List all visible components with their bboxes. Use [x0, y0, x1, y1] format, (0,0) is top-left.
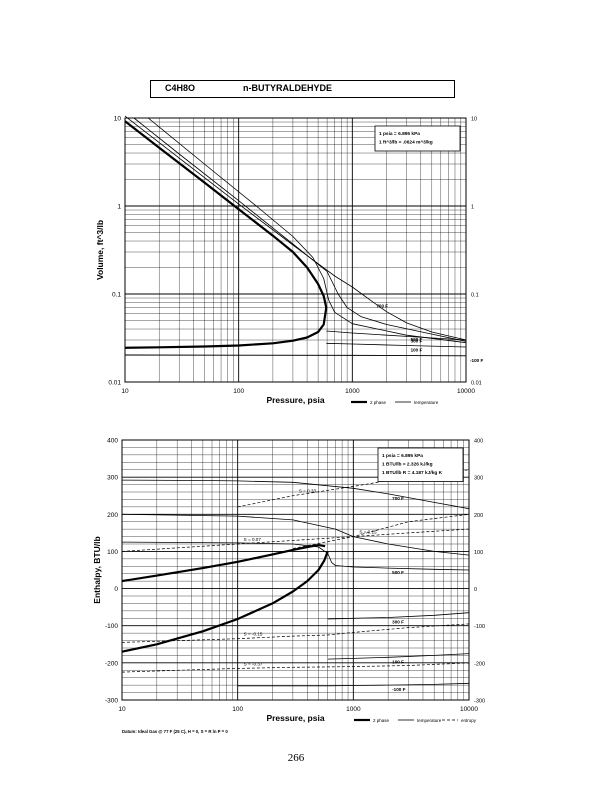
y-tick-label: 1: [117, 204, 121, 211]
y-tick-label-right: 100: [474, 550, 483, 556]
x-tick-label: 10: [121, 388, 129, 395]
info-box-line: 1 ft^3/lb = .0624 m^3/kg: [379, 140, 433, 146]
entropy-label: S = 0.15: [359, 530, 377, 535]
y-tick-label-right: 200: [474, 513, 483, 519]
temperature-label: 500 F: [392, 570, 404, 575]
y-tick-label-right: 0: [474, 587, 477, 593]
x-tick-label: 100: [233, 388, 244, 395]
datum-footnote: Datum: Ideal Gas @ 77 F (25 C), H = 0, S…: [122, 729, 228, 734]
temperature-curve: [326, 330, 467, 341]
temperature-curve: [121, 479, 470, 510]
entropy-curve: [292, 513, 470, 549]
y-tick-label: 200: [107, 512, 118, 519]
plot-frame: [124, 117, 467, 383]
temperature-curve: [121, 541, 470, 571]
temperature-label: -100 F: [470, 358, 483, 363]
y-tick-label: 0.01: [108, 380, 121, 387]
y-tick-label-right: -300: [474, 699, 485, 705]
2phase-curve: [124, 307, 328, 349]
y-axis-label: Enthalpy, BTU/lb: [92, 536, 102, 603]
info-box-line: 1 psia = 6.895 kPa: [379, 131, 420, 137]
temperature-curve: [327, 653, 470, 660]
entropy-curve: [121, 623, 470, 643]
temperature-label: 700 F: [376, 304, 388, 309]
y-tick-label: 300: [107, 475, 118, 482]
info-box-frame: [374, 125, 461, 152]
temperature-curve: [121, 513, 470, 556]
entropy-label: S = 0.07: [244, 537, 262, 542]
legend-label: 2 phase: [373, 718, 390, 723]
x-tick-label: 10: [118, 706, 126, 713]
temperature-label: 100 F: [392, 659, 404, 664]
legend: 2 phase temperature entropy: [354, 718, 477, 723]
y-axis-label: Volume, ft^3/lb: [95, 220, 105, 280]
temperature-curve: [133, 117, 467, 342]
x-tick-label: 10000: [457, 388, 475, 395]
y-tick-label: 100: [107, 549, 118, 556]
compound-name: n-BUTYRALDEHYDE: [243, 83, 332, 93]
info-box-line: 1 BTU/lb = 2.326 kJ/kg: [382, 462, 433, 468]
info-box-frame: [377, 447, 464, 482]
temperature-curve: [147, 117, 467, 344]
legend-label: 2 phase: [370, 400, 387, 405]
y-tick-label: -200: [105, 660, 118, 667]
y-tick-label: 0.1: [112, 292, 121, 299]
temperature-label: 300 F: [392, 620, 404, 625]
y-tick-label: -300: [105, 698, 118, 705]
legend-label: temperature: [414, 400, 439, 405]
x-tick-label: 10000: [460, 706, 478, 713]
y-tick-label: 0: [114, 586, 118, 593]
y-tick-label-right: 0.01: [471, 381, 482, 387]
compound-formula: C4H8O: [165, 83, 196, 93]
y-tick-label-right: -100: [474, 624, 485, 630]
2phase-curve: [121, 551, 329, 653]
x-tick-label: 100: [232, 706, 243, 713]
entropy-label: S = 0.33: [299, 489, 317, 494]
y-tick-label-right: 1: [471, 205, 474, 211]
info-box-line: 1 psia = 6.895 kPa: [382, 453, 423, 459]
y-tick-label-right: 300: [474, 476, 483, 482]
temperature-curve: [124, 354, 467, 357]
y-tick-label: -100: [105, 623, 118, 630]
entropy-curve: [121, 662, 470, 673]
x-tick-label: 1000: [346, 706, 361, 713]
2phase-curve: [124, 120, 328, 308]
x-axis-label: Pressure, psia: [266, 713, 324, 723]
legend: 2 phase temperature: [351, 400, 439, 405]
x-tick-label: 1000: [345, 388, 360, 395]
chart-1: 10 100 1000 100000.010.11100.010.1110Pressu…: [95, 116, 483, 406]
temperature-label: -100 F: [392, 687, 405, 692]
temperature-curve: [237, 682, 470, 687]
chart-2: 10 100 1000 10000-300-200-1000100200300400-…: [92, 438, 485, 735]
y-tick-label-right: 10: [471, 117, 477, 123]
x-axis-label: Pressure, psia: [266, 395, 324, 405]
temperature-label: 700 F: [392, 496, 404, 501]
compound-title-box: C4H8O n-BUTYRALDEHYDE: [150, 80, 455, 98]
temperature-label: 300 F: [411, 338, 423, 343]
page-number: 266: [287, 752, 305, 764]
info-box: 1 psia = 6.895 kPa 1 ft^3/lb = .0624 m^3/…: [374, 125, 461, 152]
legend-label: temperature: [417, 718, 442, 723]
temperature-curve: [326, 342, 467, 348]
temperature-label: 100 F: [411, 347, 423, 352]
temperature-curve: [327, 612, 470, 620]
temperature-curve: [124, 115, 467, 341]
y-tick-label-right: -200: [474, 661, 485, 667]
info-box: 1 psia = 6.895 kPa 1 BTU/lb = 2.326 kJ/kg…: [377, 447, 464, 482]
y-tick-label-right: 0.1: [471, 293, 479, 299]
info-box-line: 1 BTU/lb R = 4.187 kJ/kg K: [382, 470, 443, 476]
entropy-curve: [121, 528, 470, 552]
legend-label: entropy: [461, 718, 477, 723]
y-tick-label-right: 400: [474, 439, 483, 445]
temperature-label: 500 F: [411, 337, 423, 342]
2phase-curve: [121, 544, 326, 583]
y-tick-label: 10: [114, 116, 122, 123]
entropy-curve: [237, 469, 470, 508]
entropy-label: S = -0.37: [244, 661, 263, 666]
y-tick-label: 400: [107, 438, 118, 445]
entropy-label: S = -0.15: [244, 632, 263, 637]
